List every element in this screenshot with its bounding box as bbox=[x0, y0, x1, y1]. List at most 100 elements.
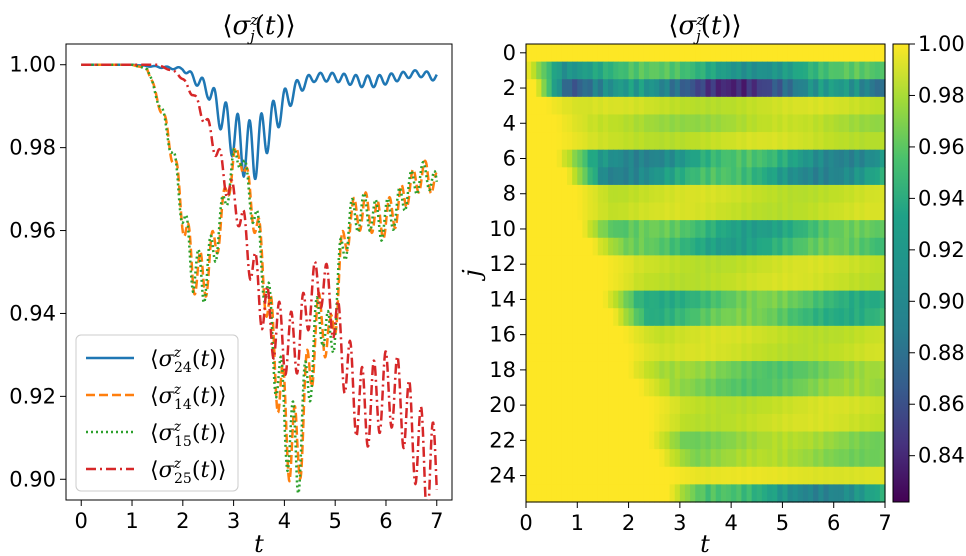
heatmap-cell bbox=[649, 61, 655, 80]
heatmap-cell bbox=[526, 325, 532, 345]
heatmap-cell bbox=[592, 184, 599, 204]
heatmap-cell bbox=[818, 308, 825, 327]
heatmap-cell bbox=[587, 308, 594, 327]
heatmap-cell bbox=[561, 79, 568, 98]
heatmap-cell bbox=[756, 484, 763, 503]
heatmap-cell bbox=[536, 449, 542, 468]
heatmap-cell bbox=[849, 61, 855, 80]
heatmap-cell bbox=[618, 396, 625, 415]
heatmap-cell bbox=[649, 132, 655, 151]
heatmap-cell bbox=[674, 431, 681, 450]
heatmap-cell bbox=[849, 44, 855, 63]
heatmap-ytick-label: 18 bbox=[489, 358, 516, 382]
heatmap-cell bbox=[618, 149, 625, 168]
heatmap-cell bbox=[772, 466, 778, 485]
heatmap-cell bbox=[802, 378, 809, 397]
heatmap-cell bbox=[669, 96, 676, 116]
heatmap-cell bbox=[649, 184, 655, 204]
heatmap-cell bbox=[541, 96, 548, 116]
heatmap-cell bbox=[767, 220, 773, 239]
heatmap-cell bbox=[787, 255, 794, 274]
heatmap-cell bbox=[551, 484, 558, 503]
heatmap-cell bbox=[577, 431, 584, 450]
heatmap-cell bbox=[833, 61, 840, 80]
heatmap-cell bbox=[649, 44, 655, 63]
heatmap-cell bbox=[741, 396, 748, 415]
heatmap-cell bbox=[541, 44, 548, 63]
heatmap-cell bbox=[674, 343, 681, 362]
heatmap-cell bbox=[874, 237, 881, 256]
heatmap-cell bbox=[869, 431, 876, 450]
heatmap-cell bbox=[608, 184, 614, 204]
heatmap-cell bbox=[546, 466, 553, 485]
heatmap-cell bbox=[767, 413, 773, 433]
heatmap-cell bbox=[567, 184, 573, 204]
line-chart-series bbox=[80, 63, 439, 500]
heatmap-cell bbox=[618, 466, 625, 485]
heatmap-cell bbox=[808, 273, 814, 292]
heatmap-cell bbox=[731, 378, 737, 397]
heatmap-cell bbox=[731, 237, 737, 256]
heatmap-cell bbox=[700, 184, 707, 204]
heatmap-cell bbox=[561, 44, 568, 63]
heatmap-cell bbox=[577, 396, 584, 415]
heatmap-cell bbox=[833, 308, 840, 327]
heatmap-cell bbox=[628, 308, 635, 327]
heatmap-cell bbox=[741, 167, 748, 186]
heatmap-cell bbox=[874, 44, 881, 63]
heatmap-cell bbox=[577, 149, 584, 168]
heatmap-cell bbox=[695, 44, 701, 63]
heatmap-cell bbox=[802, 149, 809, 168]
heatmap-cell bbox=[643, 378, 650, 397]
heatmap-cell bbox=[561, 325, 568, 345]
heatmap-cell bbox=[628, 325, 635, 345]
heatmap-cell bbox=[592, 96, 599, 116]
heatmap-cell bbox=[787, 273, 794, 292]
heatmap-cell bbox=[659, 343, 666, 362]
heatmap-cell bbox=[705, 44, 712, 63]
heatmap-cell bbox=[531, 449, 537, 468]
heatmap-cell bbox=[777, 290, 784, 309]
heatmap-cell bbox=[869, 79, 876, 98]
heatmap-cell bbox=[767, 184, 773, 204]
heatmap-cell bbox=[664, 255, 671, 274]
heatmap-cell bbox=[864, 167, 871, 186]
heatmap-cell bbox=[705, 220, 712, 239]
heatmap-cell bbox=[664, 237, 671, 256]
heatmap-cell bbox=[874, 308, 881, 327]
heatmap-cell bbox=[715, 466, 722, 485]
heatmap-cell bbox=[679, 431, 686, 450]
heatmap-cell bbox=[833, 449, 840, 468]
heatmap-cell bbox=[864, 255, 871, 274]
heatmap-cell bbox=[849, 325, 855, 345]
heatmap-cell bbox=[608, 290, 614, 309]
heatmap-cell bbox=[690, 202, 696, 221]
heatmap-cell bbox=[874, 96, 881, 116]
heatmap-cell bbox=[833, 484, 840, 503]
heatmap-cell bbox=[638, 413, 645, 433]
heatmap-cell bbox=[772, 255, 778, 274]
heatmap-cell bbox=[633, 484, 640, 503]
heatmap-cell bbox=[782, 396, 789, 415]
heatmap-cell bbox=[638, 396, 645, 415]
heatmap-cell bbox=[664, 413, 671, 433]
heatmap-cell bbox=[633, 149, 640, 168]
heatmap-cell bbox=[654, 202, 660, 221]
heatmap-cell bbox=[802, 61, 809, 80]
heatmap-cell bbox=[808, 431, 814, 450]
heatmap-cell bbox=[818, 378, 825, 397]
heatmap-cell bbox=[818, 343, 825, 362]
heatmap-cell bbox=[751, 237, 758, 256]
heatmap-cell bbox=[679, 255, 686, 274]
heatmap-cell bbox=[684, 273, 691, 292]
heatmap-cell bbox=[551, 132, 558, 151]
heatmap-cell bbox=[859, 325, 866, 345]
heatmap-ytick-label: 24 bbox=[489, 464, 516, 488]
heatmap-cell bbox=[674, 149, 681, 168]
heatmap-cell bbox=[843, 431, 850, 450]
heatmap-cell bbox=[849, 343, 855, 362]
heatmap-cell bbox=[720, 273, 727, 292]
heatmap-cell bbox=[690, 220, 696, 239]
heatmap-cell bbox=[674, 378, 681, 397]
heatmap-cell bbox=[582, 220, 589, 239]
